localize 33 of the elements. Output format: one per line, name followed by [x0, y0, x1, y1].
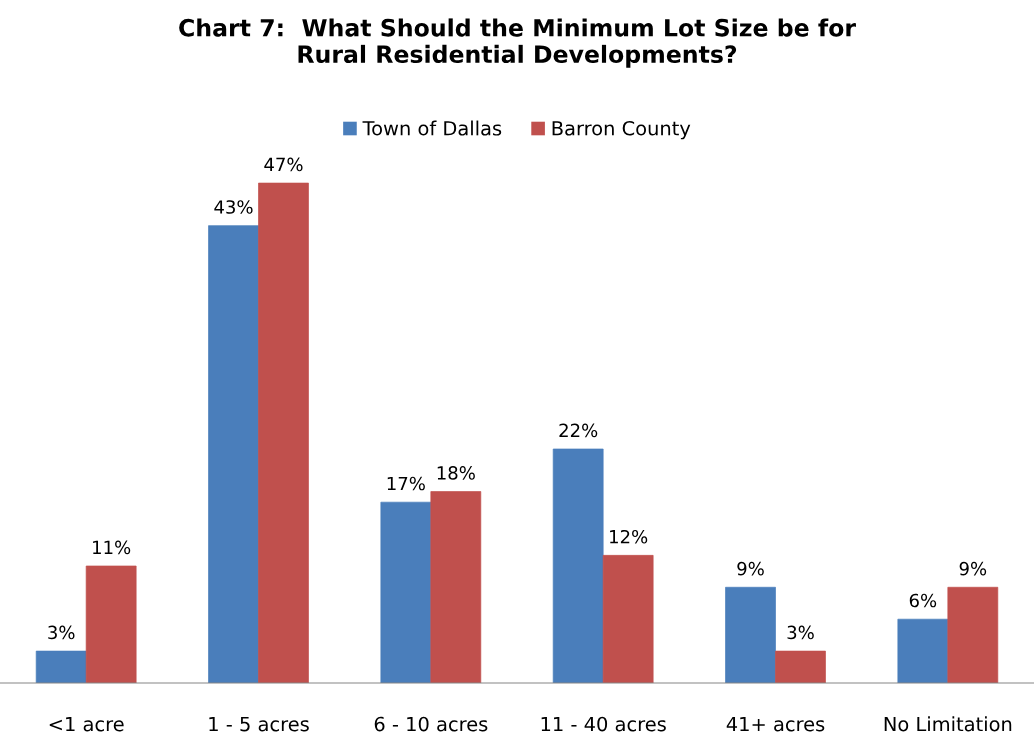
bar — [208, 225, 259, 684]
data-label: 18% — [437, 466, 475, 480]
data-label: 9% — [737, 561, 764, 576]
bar — [775, 650, 826, 684]
bar — [35, 650, 87, 684]
legend-label: Barron County — [552, 120, 691, 140]
legend-label: Town of Dallas — [362, 120, 502, 136]
chart-title: Chart 7: What Should the Minimum Lot Size be for Rural Residential Developments? — [179, 18, 856, 68]
data-label: 22% — [559, 423, 598, 438]
data-label: 3% — [48, 625, 75, 640]
bar — [258, 182, 309, 684]
bar — [430, 491, 482, 684]
bar — [947, 586, 999, 684]
bar — [602, 555, 654, 684]
data-label: 12% — [610, 529, 648, 544]
data-label: 6% — [909, 593, 937, 608]
data-label: 9% — [959, 561, 987, 576]
x-tick-label: 1 - 5 acres — [209, 716, 309, 732]
bar — [897, 618, 949, 684]
bar — [85, 565, 137, 684]
data-label: 47% — [264, 157, 303, 172]
x-tick-label: 6 - 10 acres — [374, 716, 488, 732]
x-tick-label: No Limitation — [884, 716, 1012, 732]
x-tick-label: 11 - 40 acres — [541, 716, 666, 732]
data-label: 17% — [387, 476, 425, 491]
x-tick-label: <1 acre — [49, 716, 124, 732]
data-label: 3% — [787, 625, 814, 640]
x-tick-label: 41+ acres — [726, 716, 825, 732]
data-label: 11% — [93, 540, 131, 555]
bar — [725, 586, 776, 684]
bar — [380, 501, 432, 684]
bar — [552, 448, 604, 684]
data-label: 43% — [214, 200, 253, 214]
